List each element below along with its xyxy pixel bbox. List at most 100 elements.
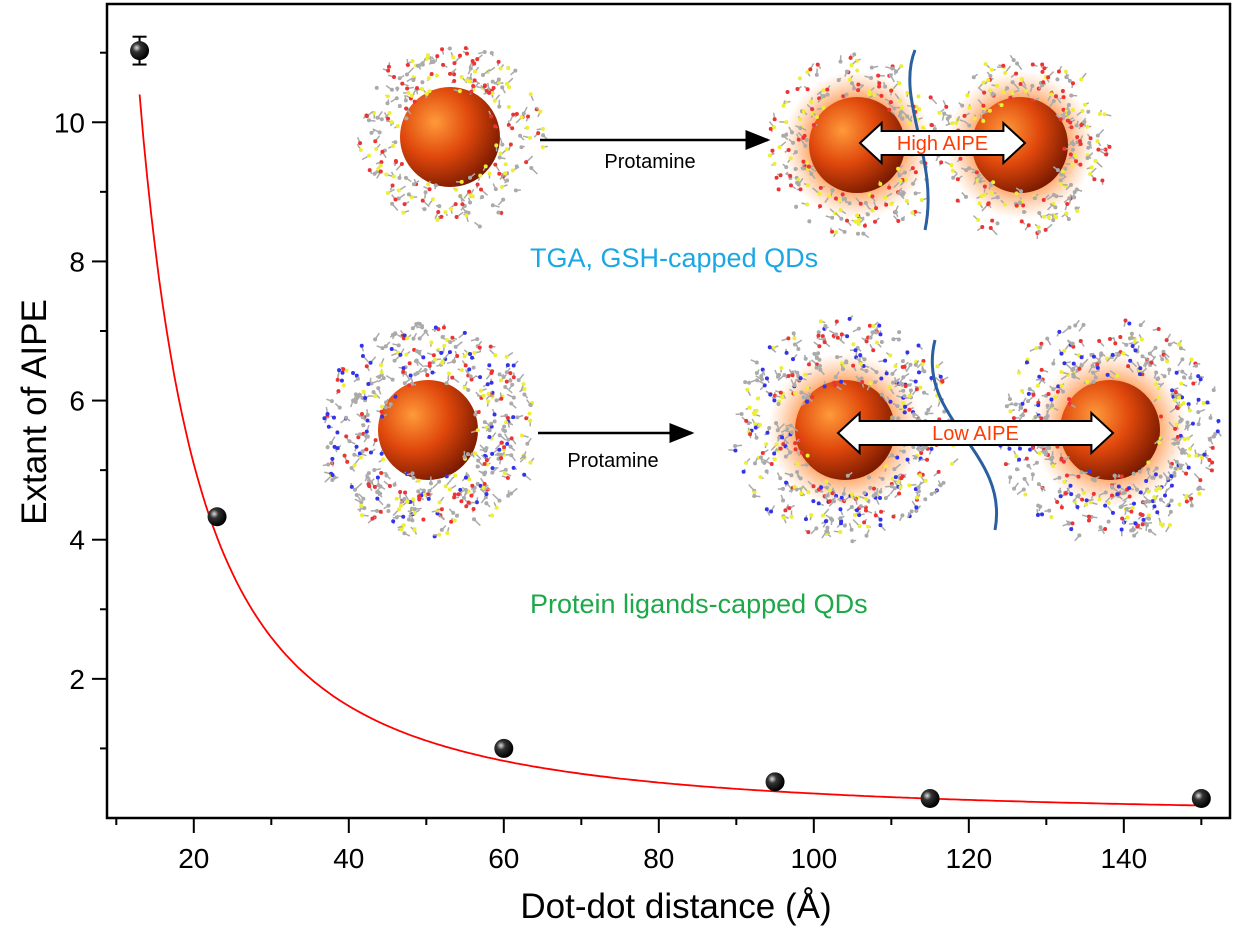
ligand-atom: [1075, 188, 1079, 192]
ligand-atom: [373, 485, 377, 489]
ligand-atom: [978, 201, 982, 205]
ligand-atom: [1138, 366, 1142, 370]
ligand-atom: [1047, 509, 1051, 513]
ligand-atom: [1168, 523, 1172, 527]
ligand-atom: [981, 119, 985, 123]
ligand-atom: [733, 449, 737, 453]
ligand-atom: [487, 435, 491, 439]
ligand-atom: [1031, 99, 1035, 103]
ligand-atom: [1154, 371, 1158, 375]
ligand-atom: [396, 124, 400, 128]
ligand-atom: [528, 461, 532, 465]
ligand-atom: [1106, 373, 1110, 377]
ligand-atom: [793, 485, 797, 489]
ligand-atom: [1108, 337, 1112, 341]
ligand-atom: [427, 76, 431, 80]
ligand-atom: [806, 87, 810, 91]
ligand-atom: [520, 115, 524, 119]
ligand-atom: [835, 355, 839, 359]
ligand-atom: [376, 116, 380, 120]
ligand-atom: [1104, 152, 1108, 156]
ligand-atom: [827, 194, 831, 198]
ligand-atom: [488, 172, 492, 176]
ligand-atom: [984, 62, 988, 66]
ligand-atom: [799, 187, 803, 191]
ligand-atom: [388, 111, 392, 115]
ligand-atom: [869, 381, 873, 385]
ligand-atom: [1077, 494, 1081, 498]
ligand-atom: [898, 98, 902, 102]
ligand-atom: [391, 183, 395, 187]
ligand-atom: [857, 222, 861, 226]
ligand-atom: [1071, 108, 1075, 112]
ligand-atom: [914, 170, 918, 174]
ligand-atom: [1166, 476, 1170, 480]
ligand-atom: [1157, 396, 1161, 400]
ligand-atom: [454, 345, 458, 349]
ligand-atom: [1042, 215, 1046, 219]
ligand-atom: [493, 353, 497, 357]
ligand-atom: [851, 342, 855, 346]
ligand-atom: [422, 489, 426, 493]
ligand-atom: [455, 514, 459, 518]
ligand-atom: [889, 100, 893, 104]
ligand-atom: [910, 211, 914, 215]
ligand-atom: [1198, 478, 1202, 482]
ligand-atom: [469, 374, 473, 378]
ligand-atom: [354, 396, 358, 400]
ligand-atom: [468, 176, 472, 180]
ligand-atom: [1094, 376, 1098, 380]
ligand-atom: [1047, 216, 1051, 220]
ligand-atom: [483, 482, 487, 486]
ligand-atom: [1182, 401, 1186, 405]
ligand-atom: [779, 173, 783, 177]
ligand-atom: [327, 425, 331, 429]
ligand-atom: [807, 165, 811, 169]
ligand-atom: [507, 85, 511, 89]
ligand-atom: [395, 86, 399, 90]
data-point: [766, 772, 785, 791]
y-tick-label: 6: [69, 386, 85, 417]
ligand-atom: [1091, 364, 1095, 368]
ligand-atom: [919, 451, 923, 455]
ligand-atom: [894, 475, 898, 479]
ligand-atom: [914, 456, 918, 460]
ligand-atom: [497, 448, 501, 452]
ligand-atom: [1124, 343, 1128, 347]
ligand-atom: [929, 447, 933, 451]
ligand-atom: [462, 496, 466, 500]
ligand-atom: [779, 366, 783, 370]
ligand-atom: [458, 89, 462, 93]
ligand-atom: [1068, 79, 1072, 83]
ligand-atom: [874, 513, 878, 517]
ligand-atom: [795, 470, 799, 474]
ligand-atom: [472, 351, 476, 355]
ligand-atom: [907, 121, 911, 125]
ligand-atom: [1075, 135, 1079, 139]
ligand-atom: [902, 450, 906, 454]
ligand-atom: [1068, 121, 1072, 125]
ligand-atom: [1115, 374, 1119, 378]
ligand-atom: [1061, 89, 1065, 93]
ligand-atom: [791, 373, 795, 377]
ligand-atom: [1014, 454, 1018, 458]
ligand-atom: [995, 84, 999, 88]
ligand-atom: [1064, 70, 1068, 74]
ligand-atom: [1120, 474, 1124, 478]
ligand-atom: [384, 405, 388, 409]
ligand-atom: [768, 393, 772, 397]
ligand-atom: [1053, 395, 1057, 399]
ligand-atom: [1188, 447, 1192, 451]
ligand-atom: [790, 430, 794, 434]
ligand-atom: [900, 117, 904, 121]
ligand-atom: [1057, 476, 1061, 480]
ligand-atom: [1160, 357, 1164, 361]
ligand-atom: [481, 73, 485, 77]
ligand-atom: [1089, 136, 1093, 140]
ligand-atom: [740, 412, 744, 416]
ligand-atom: [1001, 64, 1005, 68]
ligand-atom: [768, 154, 772, 158]
ligand-atom: [1019, 405, 1023, 409]
ligand-atom: [386, 101, 390, 105]
ligand-atom: [373, 337, 377, 341]
